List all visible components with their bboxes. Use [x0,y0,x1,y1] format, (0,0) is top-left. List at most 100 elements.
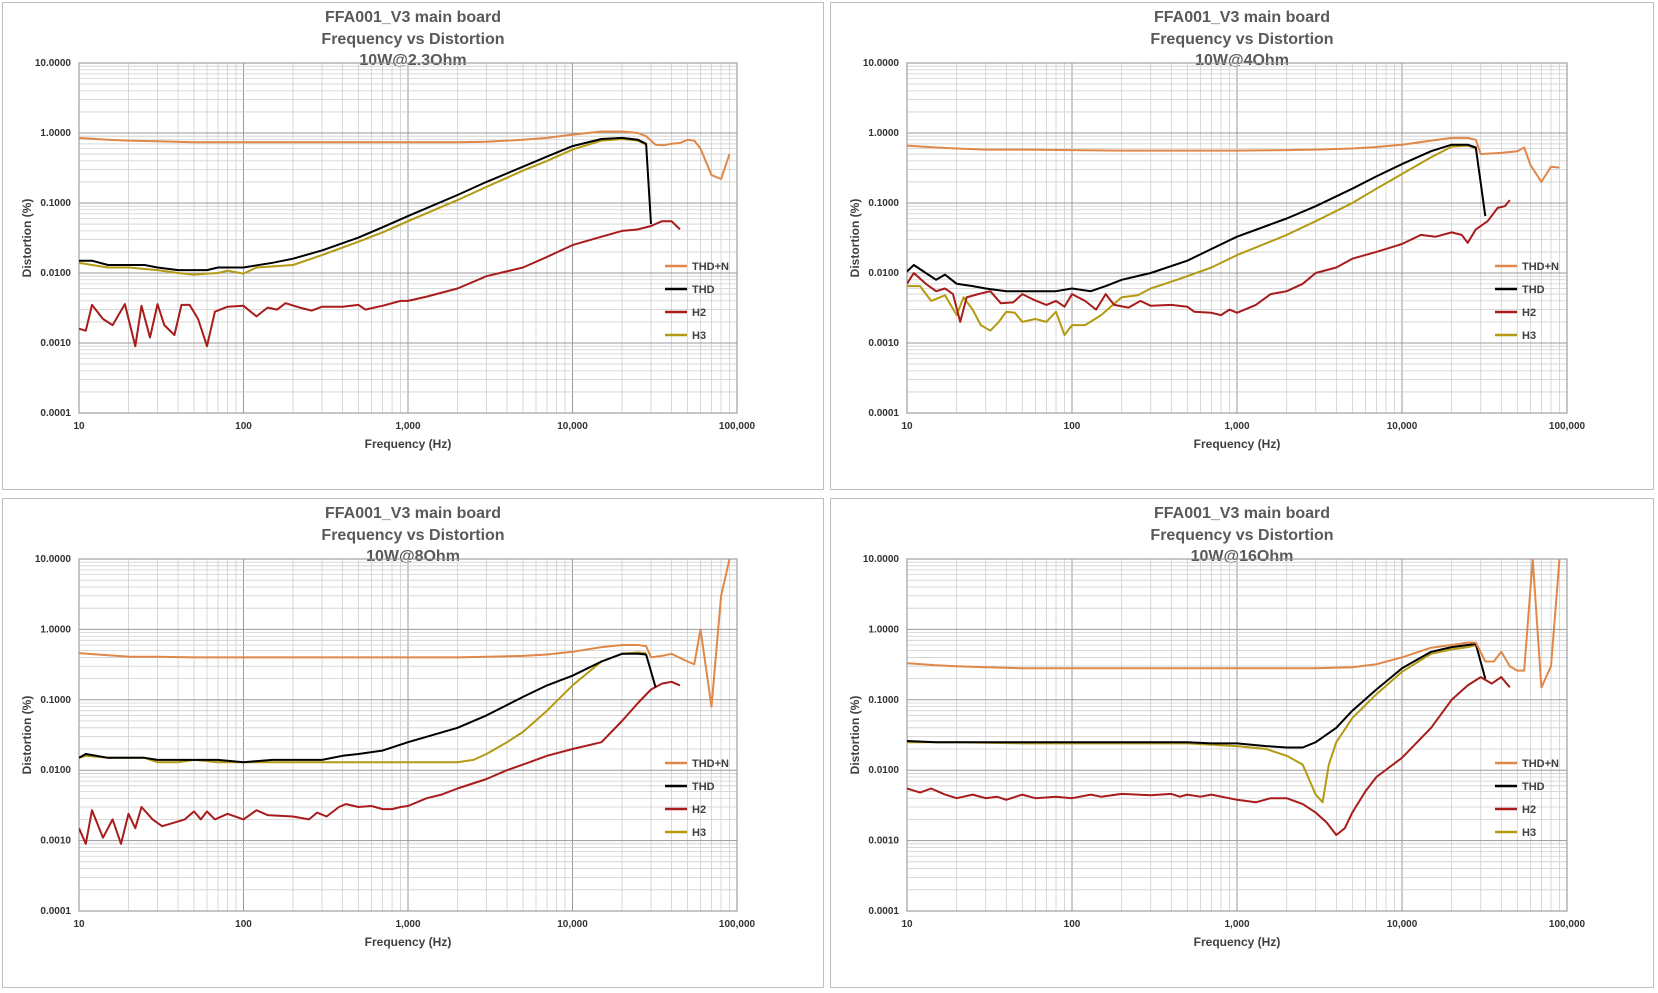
y-tick-label: 0.0001 [40,906,71,917]
legend-label: H2 [692,804,706,816]
legend-label: H3 [692,827,706,839]
chart-condition: 10W@4Ohm [1195,52,1289,69]
legend-label: THD+N [692,758,729,770]
x-tick-label: 10 [901,421,913,432]
series-line-thd [79,652,657,764]
y-tick-label: 0.0001 [868,408,899,419]
grid [906,63,1567,414]
series-line-h2 [907,676,1511,836]
y-axis-label: Distortion (%) [20,199,34,278]
chart-panel-8ohm: FFA001_V3 main board Frequency vs Distor… [2,498,824,988]
plot-frame [906,62,1568,414]
y-tick-label: 0.0010 [40,338,71,349]
legend-label: THD [1522,781,1545,793]
legend-label: H3 [1522,827,1536,839]
y-tick-label: 0.1000 [868,198,899,209]
y-axis-label: Distortion (%) [848,199,862,278]
grid [78,63,737,414]
y-tick-label: 0.0100 [40,765,71,776]
chart-subtitle: Frequency vs Distortion [321,527,505,544]
chart-condition: 10W@8Ohm [366,548,460,565]
x-tick-label: 100 [1064,919,1081,930]
y-tick-label: 10.0000 [863,554,900,565]
series-line-h3 [907,144,1477,336]
chart-title: FFA001_V3 main board [1153,9,1331,26]
chart-panel-4ohm: FFA001_V3 main board Frequency vs Distor… [830,2,1654,490]
x-axis-label: Frequency (Hz) [365,437,452,451]
y-axis-label: Distortion (%) [848,696,862,775]
grid [78,559,737,912]
legend-label: THD+N [1522,758,1559,770]
legend-label: THD [692,284,715,296]
legend-label: THD+N [1522,261,1559,273]
series-line-thdplusn [79,130,731,180]
x-tick-label: 10,000 [1387,919,1418,930]
y-tick-label: 0.1000 [40,695,71,706]
y-tick-label: 10.0000 [35,58,72,69]
chart-panel-16ohm: FFA001_V3 main board Frequency vs Distor… [830,498,1654,988]
y-tick-label: 0.1000 [40,198,71,209]
legend-label: H2 [1522,804,1536,816]
plot-frame [906,558,1568,912]
legend-label: THD [1522,284,1545,296]
y-tick-label: 1.0000 [868,128,899,139]
plot-frame [78,558,738,912]
y-tick-label: 0.0001 [40,408,71,419]
grid [906,559,1567,912]
series-line-h3 [907,644,1477,804]
chart-condition: 10W@2.3Ohm [359,52,467,69]
chart-subtitle: Frequency vs Distortion [321,31,505,48]
y-tick-label: 0.0010 [868,338,899,349]
x-tick-label: 1,000 [395,919,420,930]
legend: THD+N THD H2 H3 [665,758,729,839]
series-line-h2 [907,199,1511,323]
legend: THD+N THD H2 H3 [1495,261,1559,342]
series-line-h2 [79,680,681,845]
chart-panel-2-3ohm: FFA001_V3 main board Frequency vs Distor… [2,2,824,490]
x-axis-label: Frequency (Hz) [1194,437,1281,451]
y-tick-label: 10.0000 [35,554,72,565]
y-tick-label: 0.0010 [868,836,899,847]
x-tick-label: 10 [73,421,85,432]
series-line-h3 [79,651,647,764]
x-axis-label: Frequency (Hz) [365,935,452,949]
series-line-thd [79,136,652,272]
x-tick-label: 100,000 [719,421,756,432]
y-axis-label: Distortion (%) [20,696,34,775]
x-axis-label: Frequency (Hz) [1194,935,1281,949]
series-line-thd [907,143,1487,293]
x-tick-label: 1,000 [1224,919,1249,930]
series-line-thd [907,643,1487,749]
legend-label: THD+N [692,261,729,273]
y-tick-label: 0.0001 [868,906,899,917]
chart-title: FFA001_V3 main board [324,9,502,26]
x-tick-label: 1,000 [1224,421,1249,432]
legend: THD+N THD H2 H3 [1495,758,1559,839]
chart-title: FFA001_V3 main board [1153,505,1331,522]
series-line-h2 [79,220,681,348]
x-tick-label: 100,000 [1549,421,1586,432]
y-tick-label: 1.0000 [40,128,71,139]
legend: THD+N THD H2 H3 [665,261,729,342]
chart-title: FFA001_V3 main board [324,505,502,522]
series-line-thdplusn [907,136,1560,183]
y-tick-label: 0.0100 [868,765,899,776]
x-tick-label: 100 [1064,421,1081,432]
y-tick-label: 1.0000 [868,624,899,635]
legend-label: THD [692,781,715,793]
legend-label: H3 [692,330,706,342]
y-tick-label: 1.0000 [40,624,71,635]
x-tick-label: 10,000 [557,919,588,930]
x-tick-label: 100,000 [719,919,756,930]
series-line-thdplusn [79,559,731,708]
chart-subtitle: Frequency vs Distortion [1150,527,1334,544]
x-tick-label: 10,000 [557,421,588,432]
y-tick-label: 0.0100 [40,268,71,279]
legend-label: H2 [1522,307,1536,319]
legend-label: H3 [1522,330,1536,342]
x-tick-label: 10 [73,919,85,930]
